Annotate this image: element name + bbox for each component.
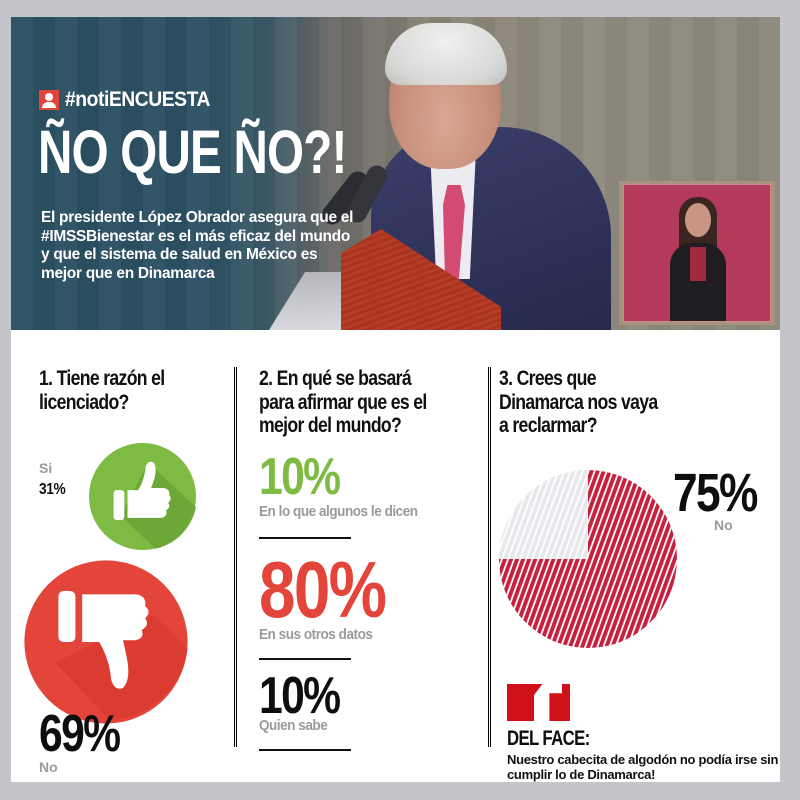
title-line: para afirmar que es el (259, 390, 427, 414)
answer-pct: 10% (259, 448, 341, 506)
speaker-hair (385, 23, 507, 85)
title-line: mejor del mundo? (259, 414, 402, 437)
title-line: 1. Tiene razón el (39, 367, 165, 390)
answer-label: No (714, 517, 733, 533)
question-title: 1. Tiene razón el licenciado? (39, 367, 165, 414)
answer-divider (259, 749, 351, 751)
answer-pct: 75% (673, 463, 758, 523)
title-line: licenciado? (39, 390, 129, 414)
answer-divider (259, 537, 351, 539)
answer-pct-no: 69% (39, 705, 121, 763)
question-title: 3. Crees que Dinamarca nos vaya a reclar… (499, 367, 658, 438)
user-icon (39, 90, 59, 110)
interpreter-blouse (690, 247, 706, 281)
sign-language-interpreter-inset (619, 181, 775, 325)
hashtag-text: #notiENCUESTA (65, 88, 211, 111)
title-line: a reclarmar? (499, 414, 598, 437)
pie-chart (499, 470, 677, 648)
answer-label-no: No (39, 759, 58, 775)
answer-label: En sus otros datos (259, 626, 373, 643)
title-line: 2. En qué se basará (259, 367, 412, 390)
answer-label: En lo que algunos le dicen (259, 503, 418, 520)
quote-icon (507, 684, 570, 721)
column-divider (234, 367, 237, 747)
title-line: 3. Crees que (499, 367, 597, 390)
interpreter-face (685, 203, 711, 237)
answer-pct: 10% (259, 667, 341, 725)
title-line: Dinamarca nos vaya (499, 390, 658, 414)
thumbs-down-icon (24, 560, 188, 724)
comment-title: DEL FACE: (507, 727, 590, 750)
answer-label: Quien sabe (259, 717, 328, 734)
page-title: ÑO QUE ÑO?! (38, 118, 347, 186)
thumbs-up-icon (89, 443, 196, 550)
answer-pct-yes: 31% (39, 481, 66, 498)
comment-text: Nuestro cabecita de algodón no podía irs… (507, 752, 779, 782)
column-divider (488, 367, 491, 747)
pie-slice-other (499, 470, 588, 559)
hashtag-row: #notiENCUESTA (39, 88, 223, 112)
infographic-card: #notiENCUESTA ÑO QUE ÑO?! El presidente … (11, 17, 780, 782)
answer-divider (259, 658, 351, 660)
interpreter-screen (623, 184, 771, 322)
answer-pct: 80% (259, 545, 387, 634)
subheadline: El presidente López Obrador asegura que … (41, 209, 354, 282)
answer-label-yes: Si (39, 460, 53, 476)
hero-banner: #notiENCUESTA ÑO QUE ÑO?! El presidente … (11, 17, 780, 330)
question-title: 2. En qué se basará para afirmar que es … (259, 367, 427, 438)
speaker-tie (443, 185, 465, 285)
